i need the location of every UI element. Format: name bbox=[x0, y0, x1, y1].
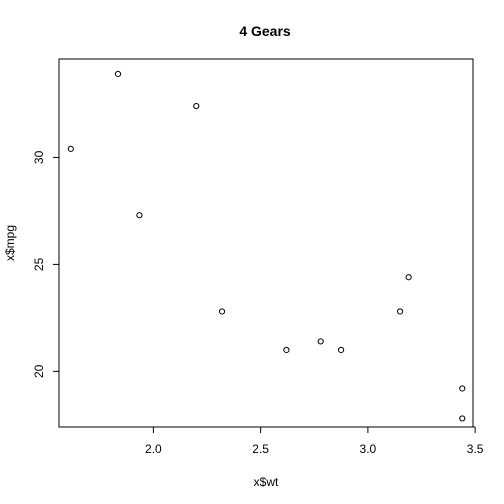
y-axis: 20 25 30 bbox=[32, 150, 60, 378]
data-point bbox=[114, 70, 122, 78]
y-tick-label: 30 bbox=[32, 150, 46, 164]
x-axis-label: x$wt bbox=[254, 475, 279, 489]
x-tick-label: 3.5 bbox=[467, 442, 484, 456]
x-tick-label: 2.0 bbox=[145, 442, 162, 456]
y-axis-label: x$mpg bbox=[3, 225, 17, 261]
data-point bbox=[218, 308, 226, 315]
x-tick-label: 2.5 bbox=[252, 442, 269, 456]
plot-frame bbox=[58, 58, 474, 428]
y-tick-label: 25 bbox=[32, 257, 46, 271]
data-point bbox=[405, 274, 412, 281]
data-point bbox=[136, 212, 143, 219]
x-axis: 2.0 2.5 3.0 3.5 bbox=[145, 426, 484, 456]
data-point bbox=[67, 145, 74, 152]
x-tick-label: 3.0 bbox=[360, 442, 377, 456]
chart-title: 4 Gears bbox=[239, 23, 291, 39]
y-tick-label: 20 bbox=[32, 364, 46, 378]
data-point bbox=[337, 346, 345, 354]
data-point bbox=[193, 102, 200, 110]
data-point bbox=[317, 338, 324, 345]
data-point bbox=[396, 308, 404, 315]
data-point bbox=[283, 346, 290, 354]
data-points bbox=[67, 70, 466, 422]
data-point bbox=[459, 415, 466, 422]
data-point bbox=[459, 385, 466, 392]
